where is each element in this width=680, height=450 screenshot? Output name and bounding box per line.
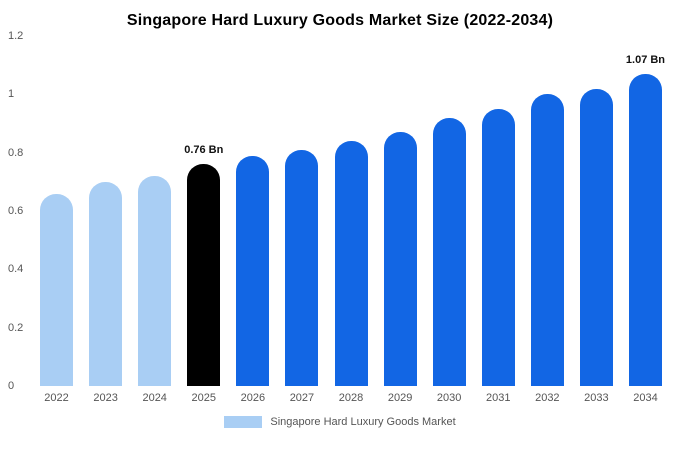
x-tick-label: 2028 <box>338 392 364 404</box>
x-tick-label: 2026 <box>240 392 266 404</box>
chart-title: Singapore Hard Luxury Goods Market Size … <box>126 12 554 29</box>
bar-slot <box>474 36 523 386</box>
y-tick-label: 1 <box>8 88 15 101</box>
bar-slot <box>277 36 326 386</box>
bar-slot: 0.76 Bn <box>179 36 228 386</box>
bar-chart: 0 0.2 0.4 0.6 0.8 1 1.2 0.76 Bn 1.07 Bn 2022 202… <box>0 30 680 404</box>
bar-2032 <box>530 94 564 386</box>
x-tick-label: 2024 <box>142 392 167 404</box>
bar-slot <box>425 36 474 386</box>
bar-2022 <box>40 193 74 386</box>
bar-slot <box>81 36 130 386</box>
y-axis: 0 0.2 0.4 0.6 0.8 1 1.2 <box>6 30 32 392</box>
bar-value-label: 0.76 Bn <box>184 144 224 157</box>
bar-2025 <box>187 164 221 386</box>
y-tick-label: 0 <box>8 380 15 392</box>
bar-2024 <box>138 176 172 386</box>
bars-row: 0.76 Bn 1.07 Bn <box>32 36 670 386</box>
bar-slot <box>523 36 572 386</box>
plot-area: 0.76 Bn 1.07 Bn 2022 2023 2024 2025 2026 2027 2… <box>32 36 670 404</box>
bar-2023 <box>89 181 123 386</box>
bar-2029 <box>383 132 417 386</box>
x-tick-label: 2030 <box>436 392 462 404</box>
bar-2026 <box>236 155 270 386</box>
bar-2031 <box>481 108 515 386</box>
bar-slot <box>228 36 277 386</box>
bar-2034 <box>628 73 662 386</box>
legend-swatch <box>224 416 263 428</box>
bar-slot: 1.07 Bn <box>621 36 670 386</box>
bar-2027 <box>285 149 319 386</box>
bar-2030 <box>432 117 466 386</box>
y-tick-label: 0.2 <box>8 321 24 334</box>
legend: Singapore Hard Luxury Goods Market <box>0 416 680 428</box>
x-tick-label: 2027 <box>289 392 315 404</box>
x-tick-label: 2034 <box>633 392 658 404</box>
bar-2033 <box>579 88 613 386</box>
x-tick-label: 2022 <box>44 392 69 404</box>
legend-label: Singapore Hard Luxury Goods Market <box>270 416 456 428</box>
bar-slot <box>32 36 81 386</box>
y-tick-label: 0.4 <box>8 263 24 276</box>
bar-value-label: 1.07 Bn <box>625 53 666 66</box>
y-tick-label: 0.8 <box>8 146 24 159</box>
y-tick-label: 0.6 <box>8 205 24 217</box>
x-axis: 2022 2023 2024 2025 2026 2027 2028 2029 2030 2031… <box>32 392 670 404</box>
bar-slot <box>376 36 425 386</box>
x-tick-label: 2029 <box>387 392 413 404</box>
y-tick-label: 1.2 <box>8 30 24 42</box>
bar-slot <box>130 36 179 386</box>
bar-slot <box>572 36 621 386</box>
bar-slot <box>326 36 375 386</box>
bar-2028 <box>334 141 368 386</box>
x-tick-label: 2023 <box>93 392 118 404</box>
x-tick-label: 2031 <box>486 392 511 404</box>
x-tick-label: 2025 <box>191 392 217 404</box>
x-tick-label: 2032 <box>535 392 560 404</box>
x-tick-label: 2033 <box>584 392 609 404</box>
